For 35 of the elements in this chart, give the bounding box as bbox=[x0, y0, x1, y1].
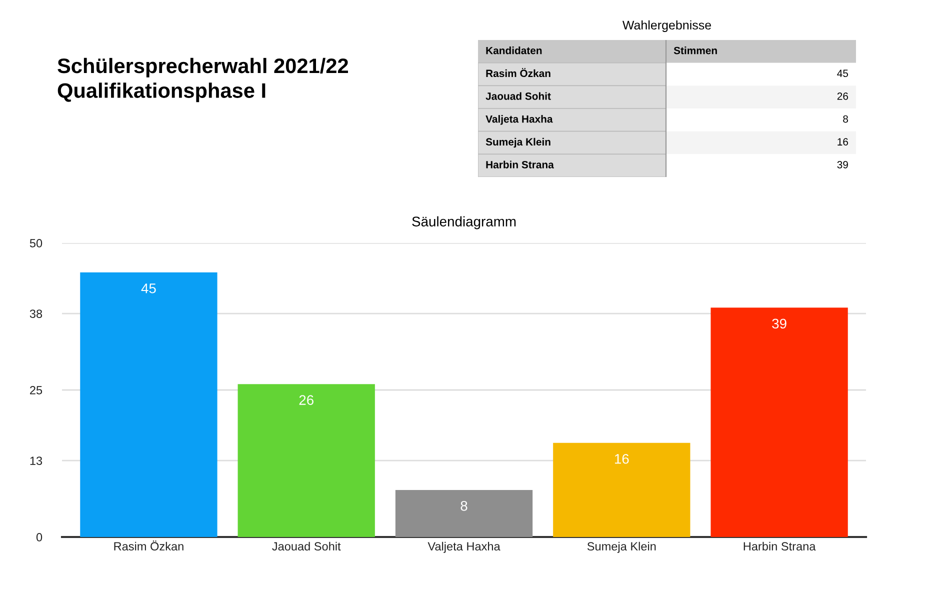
chart-subtitle: Säulendiagramm bbox=[412, 216, 516, 230]
y-tick-label: 50 bbox=[30, 239, 42, 248]
data-label: 45 bbox=[141, 284, 156, 294]
data-label: 8 bbox=[843, 115, 848, 123]
data-label: 45 bbox=[837, 70, 848, 78]
chart-title: Schülersprecherwahl 2021/22 Qualifikationsphase I bbox=[58, 58, 348, 102]
x-tick-label: Jaouad Sohit bbox=[272, 542, 341, 551]
x-tick-label: Sumeja Klein bbox=[587, 542, 656, 553]
data-label: 39 bbox=[772, 318, 786, 329]
bar bbox=[395, 490, 533, 537]
category-label: Rasim Özkan bbox=[486, 68, 550, 78]
y-tick-label: 13 bbox=[30, 456, 42, 465]
x-tick-label: Harbin Strana bbox=[744, 542, 816, 551]
y-tick-label: 0 bbox=[36, 533, 42, 542]
data-label: 26 bbox=[299, 395, 314, 405]
category-label: Valjeta Haxha bbox=[486, 115, 553, 125]
text: Stimmen bbox=[674, 46, 717, 54]
text: Kandidaten bbox=[486, 46, 542, 54]
x-tick-label: Rasim Özkan bbox=[114, 540, 184, 551]
y-tick-label: 25 bbox=[30, 386, 42, 394]
x-tick-label: Valjeta Haxha bbox=[428, 542, 500, 553]
data-label: 39 bbox=[837, 161, 848, 168]
category-label: Sumeja Klein bbox=[486, 138, 550, 148]
category-label: Jaouad Sohit bbox=[486, 92, 551, 100]
category-label: Harbin Strana bbox=[486, 160, 554, 168]
data-label: 26 bbox=[837, 92, 848, 100]
bar bbox=[238, 384, 375, 537]
bar bbox=[710, 308, 848, 537]
data-label: 8 bbox=[460, 500, 468, 511]
data-label: 16 bbox=[838, 138, 848, 146]
bar bbox=[80, 272, 218, 537]
y-tick-label: 38 bbox=[30, 310, 42, 318]
bar bbox=[553, 442, 690, 537]
text: Wahlergebnisse bbox=[622, 20, 712, 32]
data-label: 16 bbox=[614, 454, 629, 464]
